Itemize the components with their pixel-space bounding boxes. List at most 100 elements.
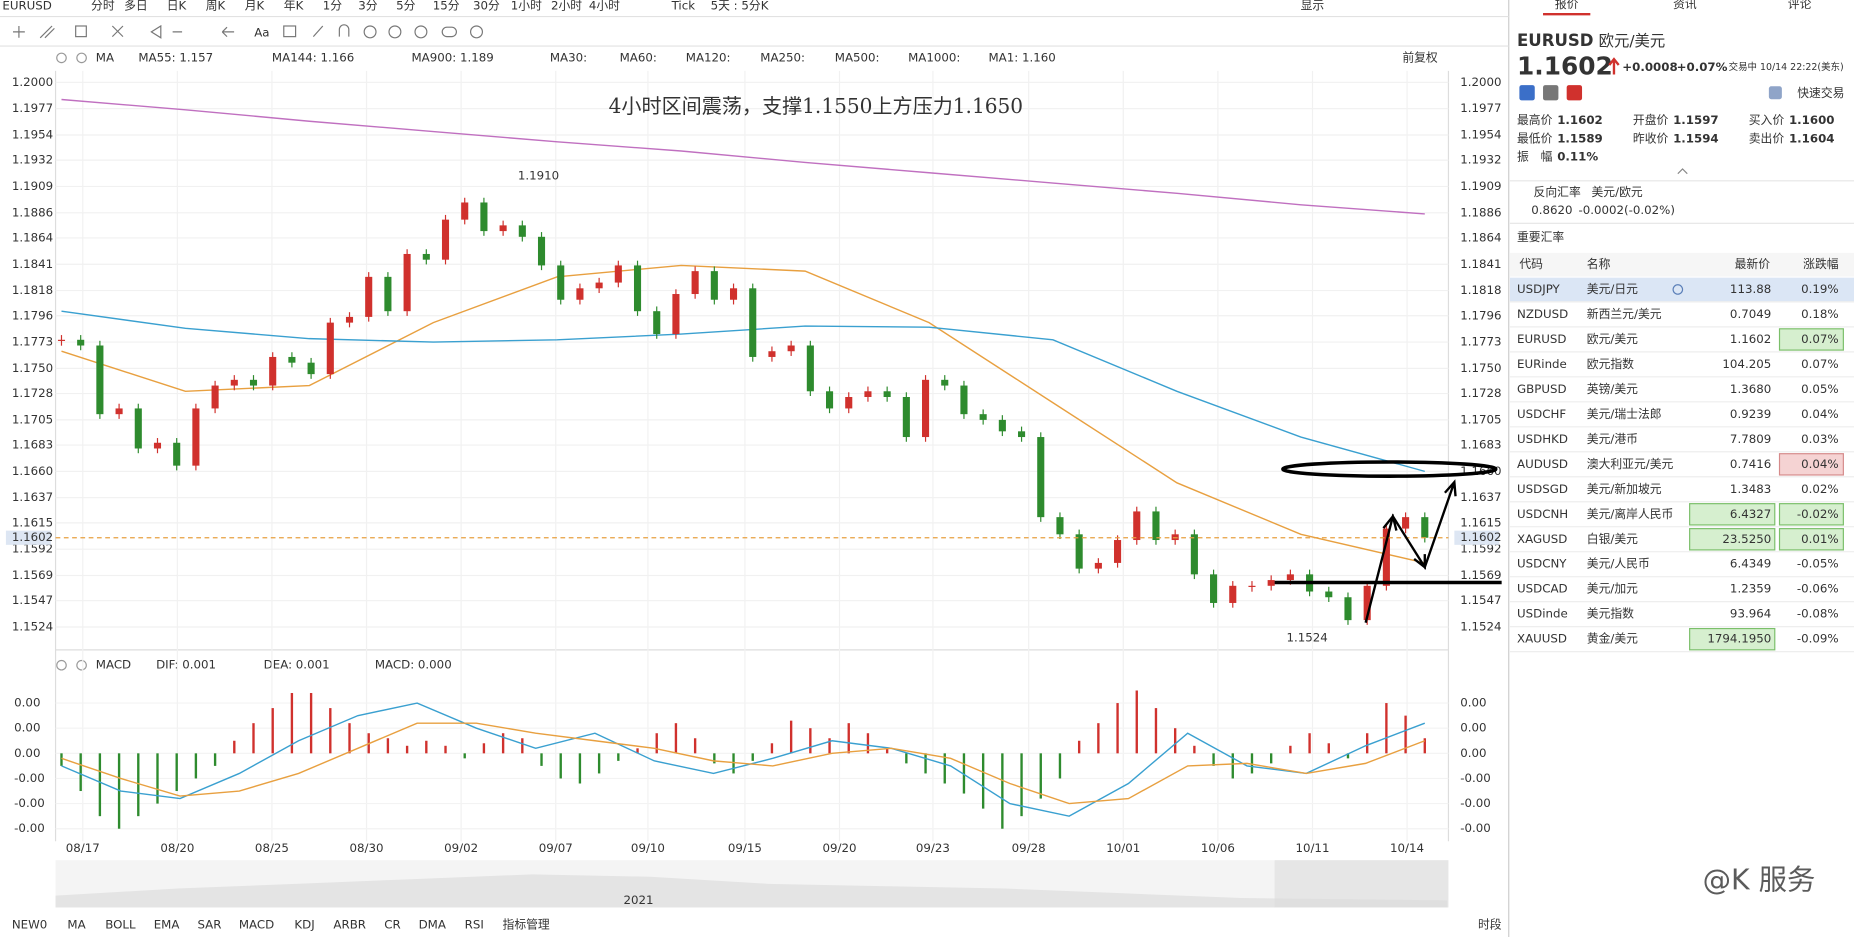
tool-icon[interactable]: [283, 25, 297, 38]
toolbar-item[interactable]: 显示: [1301, 0, 1325, 12]
tool-icon[interactable]: [39, 25, 55, 39]
toolbar-item[interactable]: 3分: [358, 0, 378, 12]
indicator-tab[interactable]: EMA: [154, 918, 180, 932]
indicator-tab[interactable]: 指标管理: [503, 918, 550, 932]
rate-code[interactable]: USDinde: [1517, 607, 1568, 621]
rate-name[interactable]: 美元/人民币: [1587, 557, 1650, 571]
indicator-tab[interactable]: NEW0: [12, 918, 47, 932]
drawing-tools[interactable]: [13, 24, 484, 39]
rate-name[interactable]: 美元/瑞士法郎: [1587, 407, 1662, 421]
tool-icon[interactable]: [312, 24, 350, 38]
panel-tab[interactable]: 资讯: [1673, 0, 1697, 11]
indicator-tab[interactable]: BOLL: [105, 918, 136, 932]
indicator-tab[interactable]: MACD: [239, 918, 274, 932]
rate-name[interactable]: 欧元指数: [1587, 357, 1634, 371]
toolbar-item[interactable]: 周K: [206, 0, 226, 12]
rate-code[interactable]: USDJPY: [1517, 282, 1561, 296]
toolbar-item[interactable]: 1分: [323, 0, 343, 12]
tool-icon[interactable]: [111, 25, 124, 38]
action-icon[interactable]: [1566, 85, 1583, 101]
close-icon[interactable]: [76, 659, 87, 671]
rate-code[interactable]: XAGUSD: [1517, 532, 1567, 546]
collapse-icon[interactable]: [1677, 168, 1688, 175]
toolbar-item[interactable]: 年K: [284, 0, 304, 12]
rate-name[interactable]: 欧元/美元: [1587, 332, 1638, 346]
rate-name[interactable]: 美元/加元: [1587, 582, 1638, 596]
tool-icon[interactable]: [388, 25, 402, 39]
close-icon[interactable]: [76, 52, 87, 64]
tool-icon[interactable]: [470, 25, 484, 39]
rate-name[interactable]: 澳大利亚元/美元: [1587, 457, 1674, 471]
tool-icon[interactable]: [441, 26, 457, 38]
toolbar-item[interactable]: 分时: [91, 0, 115, 12]
rate-name[interactable]: 美元指数: [1587, 607, 1634, 621]
action-icon[interactable]: [1519, 85, 1535, 101]
toolbar-item[interactable]: 4小时: [589, 0, 620, 12]
panel-tab[interactable]: 评论: [1788, 0, 1812, 11]
indicator-tab[interactable]: KDJ: [294, 918, 314, 932]
indicator-label[interactable]: MA: [96, 50, 114, 64]
rate-code[interactable]: USDCHF: [1517, 407, 1566, 421]
rate-name[interactable]: 美元/离岸人民币: [1587, 507, 1674, 521]
tool-icon[interactable]: [13, 25, 25, 38]
toolbar-item[interactable]: 2小时: [551, 0, 582, 12]
navigator-window[interactable]: [1274, 860, 1449, 908]
rate-code[interactable]: USDSGD: [1517, 482, 1568, 496]
watch-icon[interactable]: [1672, 284, 1684, 295]
y-tick-label: 1.1683: [1460, 438, 1501, 452]
bell-icon[interactable]: [1768, 86, 1782, 100]
text-tool[interactable]: Aa: [254, 26, 269, 40]
tool-icon[interactable]: [414, 25, 428, 39]
toolbar-item[interactable]: 月K: [245, 0, 265, 12]
rate-code[interactable]: GBPUSD: [1517, 382, 1567, 396]
tool-icon[interactable]: [221, 26, 235, 38]
rate-name[interactable]: 美元/新加坡元: [1587, 482, 1662, 496]
toolbar-item[interactable]: Tick: [671, 0, 696, 12]
rate-code[interactable]: NZDUSD: [1517, 307, 1568, 321]
tool-icon[interactable]: [75, 25, 87, 38]
toolbar-item[interactable]: 1小时: [511, 0, 542, 12]
adjust-label[interactable]: 前复权: [1402, 50, 1438, 64]
quick-trade[interactable]: 快速交易: [1797, 86, 1844, 100]
rate-code[interactable]: USDCNH: [1517, 507, 1568, 521]
setting-icon[interactable]: [56, 659, 67, 671]
indicator-tab[interactable]: RSI: [465, 918, 484, 932]
rate-name[interactable]: 黄金/美元: [1587, 632, 1638, 646]
toolbar-item[interactable]: 5分: [396, 0, 416, 12]
indicator-tab[interactable]: DMA: [419, 918, 446, 932]
rate-name[interactable]: 白银/美元: [1587, 532, 1638, 546]
rate-code[interactable]: AUDUSD: [1517, 457, 1568, 471]
rate-name[interactable]: 美元/港币: [1587, 432, 1638, 446]
indicator-tab[interactable]: ARBR: [333, 918, 366, 932]
rate-code[interactable]: EURinde: [1517, 357, 1567, 371]
y-tick-label: 1.1773: [1460, 335, 1501, 349]
y-tick-label: 1.1864: [1460, 230, 1501, 244]
setting-icon[interactable]: [56, 52, 67, 64]
rate-name[interactable]: 英镑/美元: [1587, 382, 1638, 396]
indicator-tab[interactable]: CR: [384, 918, 400, 932]
rate-code[interactable]: EURUSD: [1517, 332, 1567, 346]
toolbar-item[interactable]: 30分: [473, 0, 500, 12]
indicator-tab[interactable]: 时段: [1478, 918, 1502, 932]
rate-code[interactable]: XAUUSD: [1517, 632, 1567, 646]
toolbar-item[interactable]: 5天 : 5分K: [711, 0, 769, 12]
toolbar-item[interactable]: 多日: [124, 0, 148, 12]
toolbar-item[interactable]: 日K: [167, 0, 187, 12]
action-icon[interactable]: [1543, 85, 1559, 101]
indicator-tab[interactable]: MA: [67, 918, 85, 932]
indicator-label[interactable]: MACD: [96, 658, 131, 672]
rate-name[interactable]: 美元/日元: [1587, 282, 1638, 296]
rate-code[interactable]: USDCNY: [1517, 557, 1567, 571]
rate-code[interactable]: USDHKD: [1517, 432, 1568, 446]
rate-name[interactable]: 新西兰元/美元: [1587, 307, 1662, 321]
panel-tab[interactable]: 报价: [1555, 0, 1579, 11]
macd-bar: [1116, 703, 1119, 754]
toolbar-item[interactable]: EURUSD: [2, 0, 52, 12]
tool-icon[interactable]: [363, 25, 377, 39]
toolbar-item[interactable]: 15分: [433, 0, 460, 12]
rate-code[interactable]: USDCAD: [1517, 582, 1568, 596]
macd-bar: [732, 753, 735, 774]
tool-icon[interactable]: [150, 24, 183, 39]
indicator-tab[interactable]: SAR: [197, 918, 221, 932]
y-tick-label: 1.1977: [12, 101, 53, 115]
